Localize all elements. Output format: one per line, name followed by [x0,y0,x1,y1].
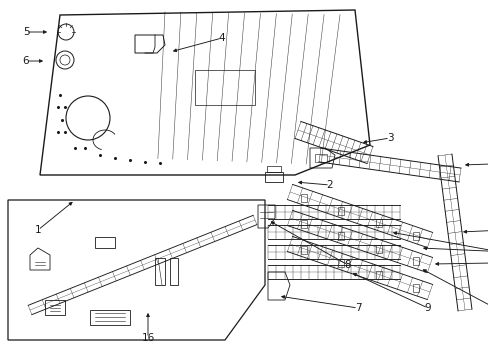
Bar [301,246,306,254]
Text: 4: 4 [218,33,225,43]
Text: 1: 1 [35,225,41,235]
Bar [264,172,283,182]
Text: 5: 5 [22,27,29,37]
Bar [412,257,418,265]
Text: 9: 9 [424,303,430,313]
Bar [195,70,254,105]
Bar [314,154,326,162]
Bar [338,232,344,240]
Bar [301,194,306,202]
Bar [412,284,418,292]
Bar [375,271,381,279]
Text: 7: 7 [354,303,361,313]
Text: 2: 2 [326,180,333,190]
Bar [375,245,381,253]
Bar [375,219,381,228]
Text: 3: 3 [386,133,392,143]
Text: 16: 16 [141,333,154,343]
Text: 8: 8 [344,260,350,270]
Bar [338,207,344,215]
Bar [301,220,306,228]
Bar [338,258,344,267]
Bar [266,166,281,172]
Bar [412,232,418,240]
Text: 6: 6 [22,56,29,66]
